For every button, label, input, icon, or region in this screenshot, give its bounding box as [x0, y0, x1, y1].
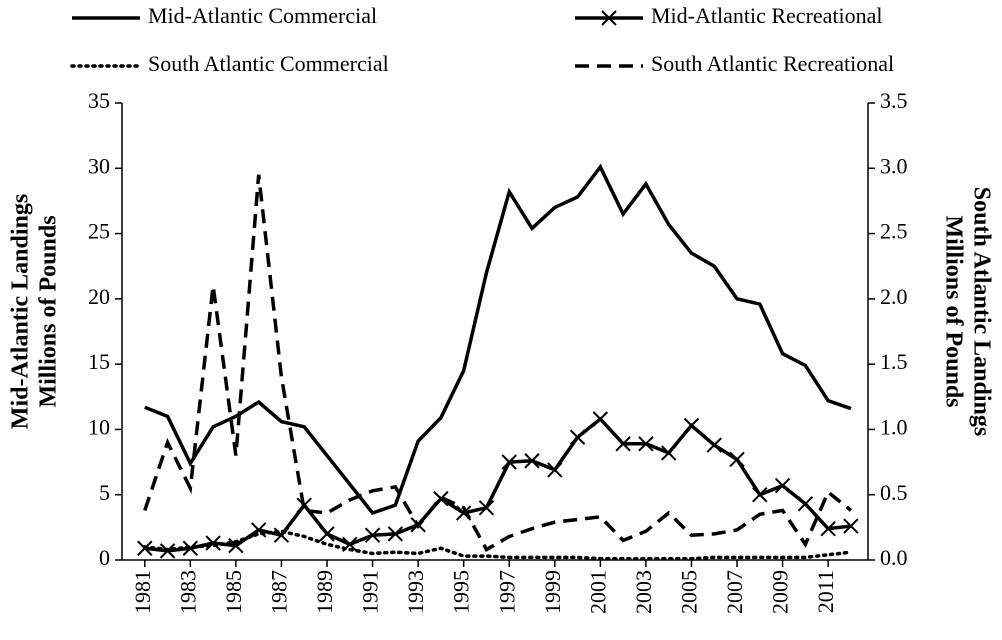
- x-tick-label: 2007: [722, 570, 747, 614]
- y-tick-label: 5: [99, 480, 110, 505]
- y2-tick-label: 1.0: [880, 414, 908, 439]
- series-marker: [319, 526, 335, 542]
- x-tick-label: 1995: [449, 570, 474, 614]
- series-marker: [774, 477, 791, 494]
- x-tick-label: 1999: [540, 570, 565, 614]
- series-line: [144, 416, 852, 553]
- x-tick-label: 2003: [631, 570, 656, 614]
- series-marker: [660, 445, 677, 461]
- series-marker: [524, 453, 540, 469]
- y2-tick-label: 0.5: [880, 480, 908, 505]
- legend-label: South Atlantic Commercial: [148, 51, 389, 76]
- y2-axis-title: Millions of Pounds: [940, 215, 966, 407]
- series-marker: [843, 518, 859, 534]
- series-marker: [706, 437, 722, 453]
- y2-axis-title: South Atlantic Landings: [968, 187, 994, 436]
- y2-tick-label: 2.0: [880, 284, 908, 309]
- series-marker: [501, 454, 517, 470]
- y-axis-title: Mid-Atlantic Landings: [8, 194, 34, 429]
- x-tick-label: 1991: [358, 570, 383, 614]
- y2-tick-label: 1.5: [880, 349, 908, 374]
- y-tick-label: 25: [88, 219, 110, 244]
- x-tick-label: 1993: [403, 570, 428, 614]
- x-tick-label: 2005: [677, 570, 702, 614]
- series-marker: [205, 535, 221, 551]
- x-tick-label: 1981: [130, 570, 155, 614]
- series-line: [143, 529, 853, 561]
- x-tick-label: 1983: [175, 570, 200, 614]
- x-tick-label: 2011: [813, 570, 838, 613]
- series-marker: [683, 417, 700, 434]
- x-tick-label: 2001: [585, 570, 610, 614]
- legend-marker: [601, 10, 617, 26]
- series-marker: [752, 487, 768, 503]
- y-tick-label: 30: [88, 153, 110, 178]
- y-axis-title: Millions of Pounds: [36, 215, 62, 407]
- y-tick-label: 10: [88, 414, 110, 439]
- series-marker: [364, 527, 381, 543]
- y2-tick-label: 0.0: [880, 545, 908, 570]
- series-line: [144, 163, 852, 516]
- y2-tick-label: 3.0: [880, 153, 908, 178]
- x-tick-label: 1997: [494, 570, 519, 614]
- y-tick-label: 0: [99, 545, 110, 570]
- legend-label: Mid-Atlantic Commercial: [148, 3, 377, 28]
- legend-label: Mid-Atlantic Recreational: [651, 3, 883, 28]
- series-marker: [615, 436, 631, 452]
- y-tick-label: 35: [88, 88, 110, 113]
- y2-tick-label: 3.5: [880, 88, 908, 113]
- series-marker: [478, 500, 495, 516]
- x-tick-label: 2009: [768, 570, 793, 614]
- x-tick-label: 1987: [266, 570, 291, 614]
- series-marker: [729, 451, 745, 468]
- series-marker: [387, 526, 404, 542]
- series-marker: [797, 496, 814, 512]
- y-tick-label: 20: [88, 284, 110, 309]
- y2-tick-label: 2.5: [880, 219, 908, 244]
- series-marker: [638, 436, 654, 452]
- series-marker: [820, 520, 836, 537]
- series-marker: [569, 429, 586, 445]
- series-marker: [592, 411, 609, 427]
- series-marker: [228, 537, 244, 554]
- y-tick-label: 15: [88, 349, 110, 374]
- series-marker: [182, 540, 199, 556]
- x-tick-label: 1985: [221, 570, 246, 614]
- x-tick-label: 1989: [312, 570, 337, 614]
- legend-label: South Atlantic Recreational: [651, 51, 894, 76]
- series-marker: [547, 462, 563, 478]
